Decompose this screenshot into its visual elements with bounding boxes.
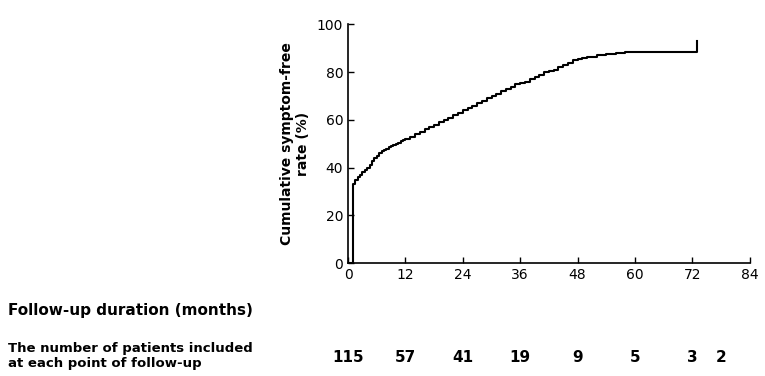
Text: Follow-up duration (months): Follow-up duration (months): [8, 303, 252, 318]
Text: 115: 115: [332, 350, 364, 365]
Text: 19: 19: [509, 350, 531, 365]
Text: 41: 41: [452, 350, 474, 365]
Text: 3: 3: [687, 350, 698, 365]
Text: 2: 2: [715, 350, 727, 365]
Text: 5: 5: [630, 350, 640, 365]
Text: 9: 9: [572, 350, 583, 365]
Text: The number of patients included
at each point of follow-up: The number of patients included at each …: [8, 342, 252, 370]
Text: 57: 57: [395, 350, 416, 365]
Y-axis label: Cumulative symptom-free
rate (%): Cumulative symptom-free rate (%): [280, 42, 310, 245]
